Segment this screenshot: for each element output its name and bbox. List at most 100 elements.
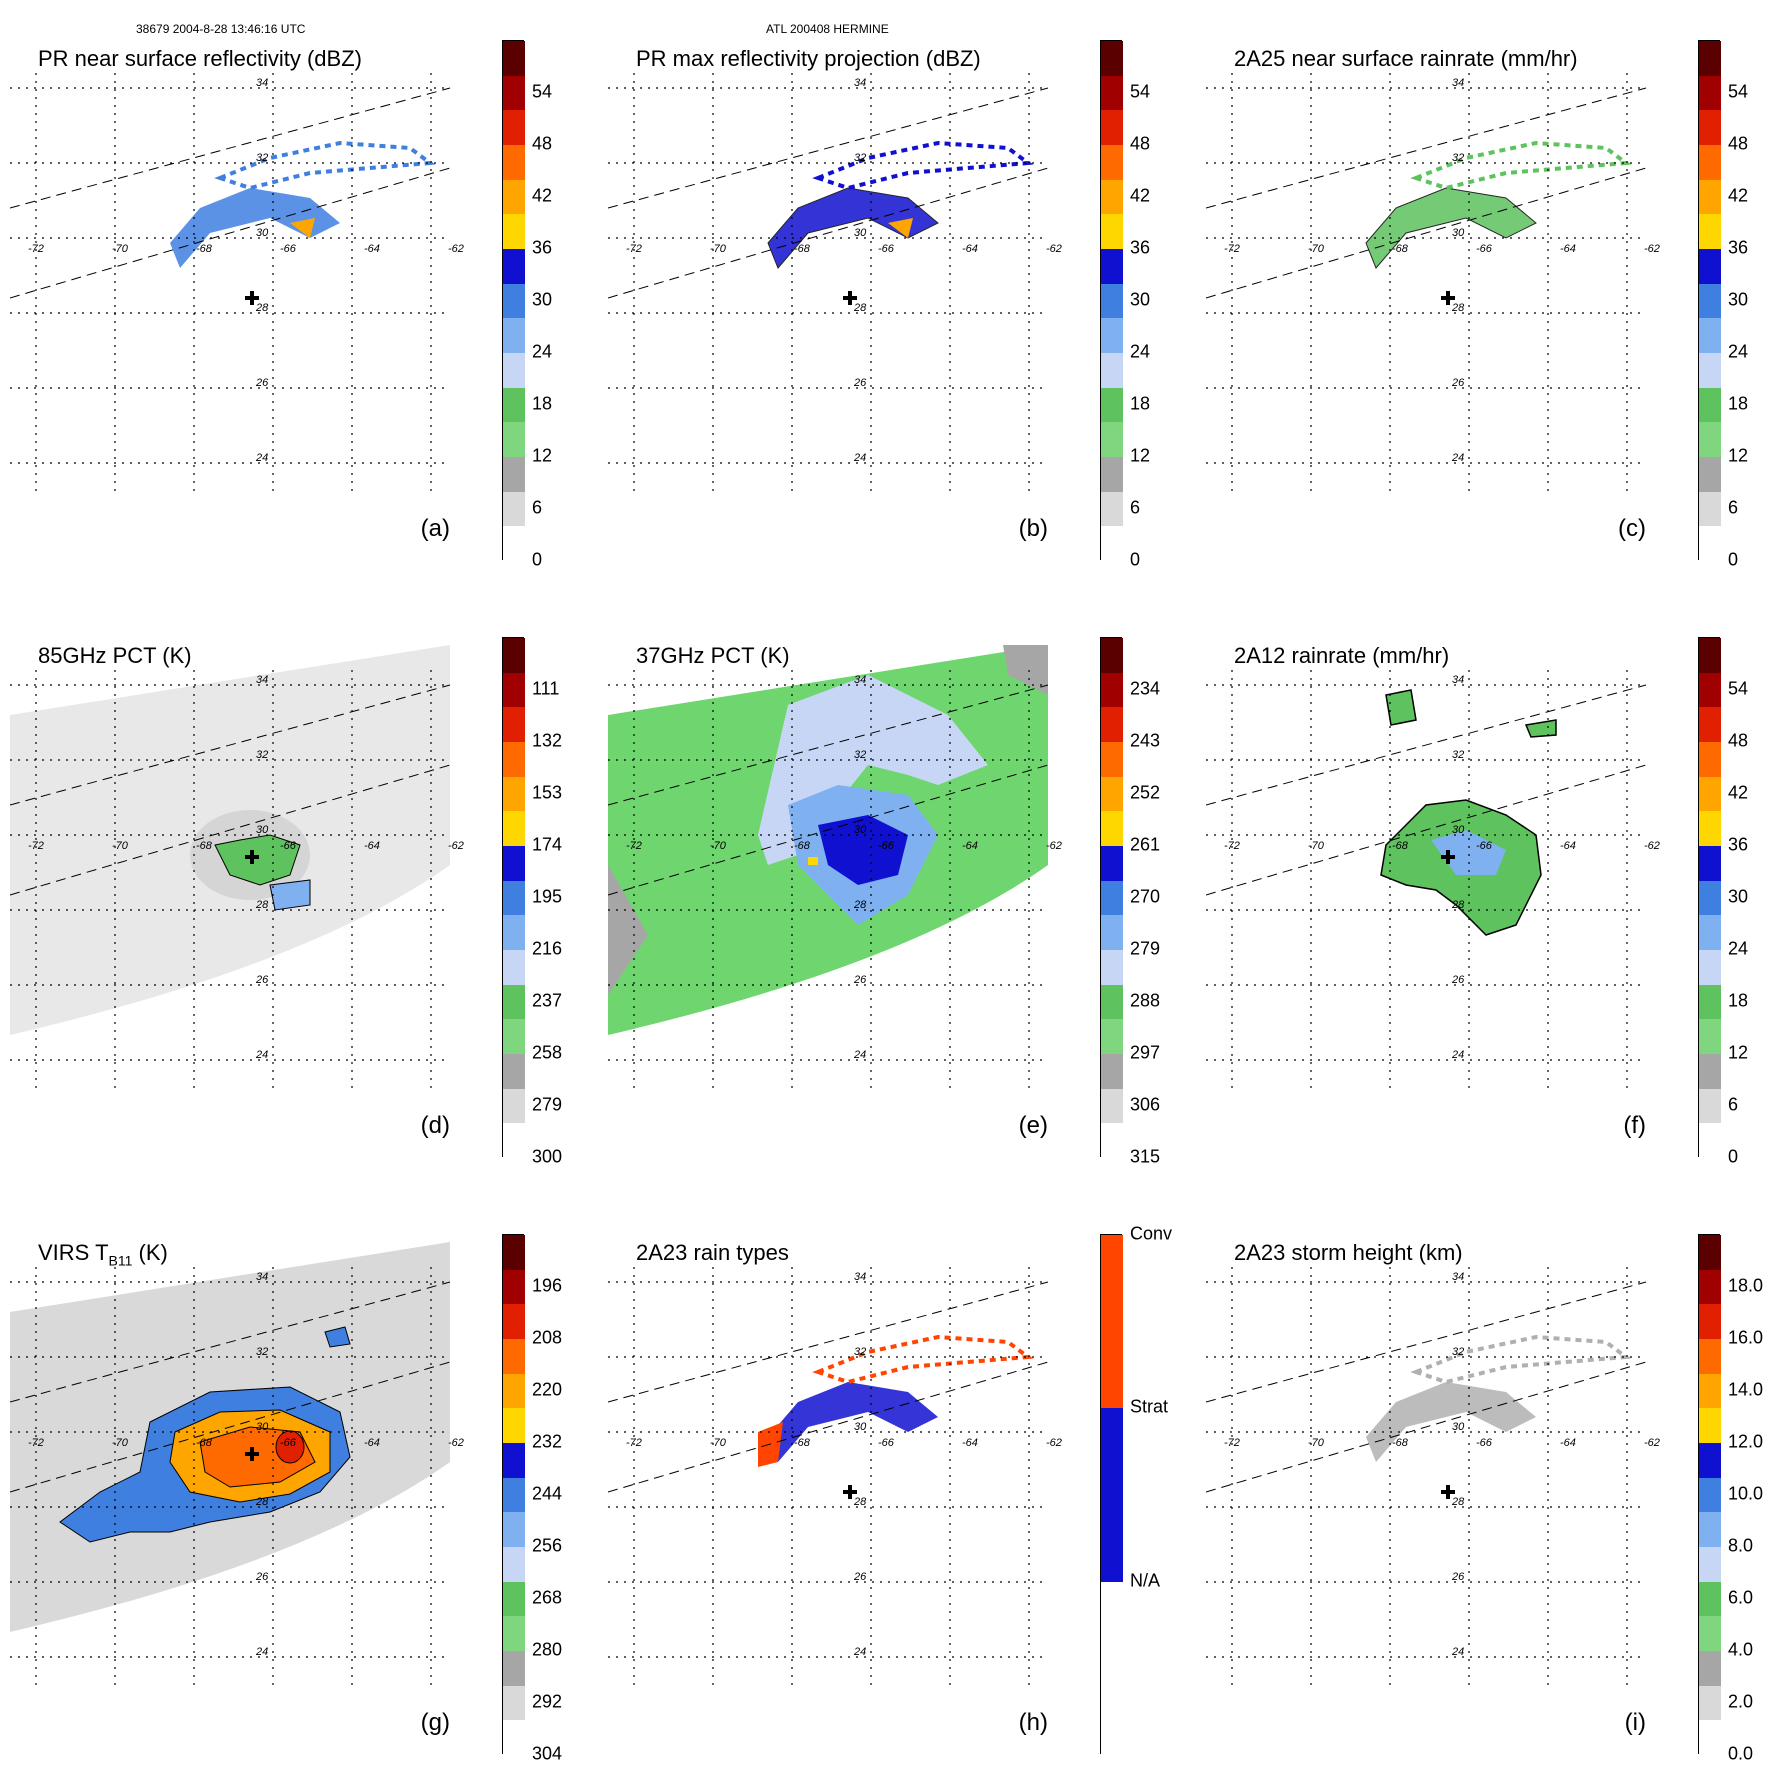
colorbar-tick-label: 30 <box>1728 886 1749 907</box>
lon-label: -64 <box>1560 840 1576 852</box>
colorbar-tick-label: 0 <box>532 549 543 570</box>
colorbar-tick-label: 54 <box>1728 678 1749 699</box>
lat-label: 34 <box>256 674 268 686</box>
lon-label: -66 <box>280 243 297 255</box>
storm-center-marker <box>245 291 259 305</box>
lon-label: -64 <box>1560 1437 1576 1449</box>
colorbar-segment <box>1101 248 1123 284</box>
lat-label: 26 <box>853 377 867 389</box>
colorbar-segment <box>1699 387 1721 423</box>
colorbar-g <box>502 1234 525 1755</box>
lon-label: -64 <box>962 1437 978 1449</box>
colorbar-tick-label: 0 <box>1130 549 1141 570</box>
colorbar-segment <box>1699 672 1721 708</box>
colorbar-tick-label: 280 <box>532 1639 563 1660</box>
map-plot-h: -72 -70 -68 -66 -64 -62 34 32 30 28 26 24 <box>608 1267 1062 1687</box>
lat-label: 34 <box>256 77 268 89</box>
lon-label: -66 <box>878 1437 895 1449</box>
lat-label: 28 <box>1451 1496 1465 1508</box>
lon-label: -72 <box>1224 243 1240 255</box>
colorbar-tick-label: 6 <box>1728 497 1739 518</box>
colorbar-segment <box>1699 491 1721 527</box>
lon-label: -70 <box>1308 243 1325 255</box>
lon-label: -64 <box>1560 243 1576 255</box>
colorbar-segment <box>503 1442 525 1478</box>
lat-label: 24 <box>255 452 268 464</box>
map-plot-a: -72 -70 -68 -66 -64 -62 34 32 30 28 26 24 <box>10 73 464 493</box>
storm-center-marker <box>245 850 259 864</box>
colorbar-segment <box>503 1053 525 1089</box>
colorbar-segment <box>1101 1053 1123 1089</box>
lat-label: 24 <box>1451 1646 1464 1658</box>
lon-label: -68 <box>1392 1437 1409 1449</box>
panel-tag: (g) <box>420 1709 450 1736</box>
colorbar-segment <box>1699 526 1721 561</box>
colorbar-tick-label: 252 <box>1130 782 1161 803</box>
lon-label: -66 <box>280 840 297 852</box>
colorbar-segment <box>1699 456 1721 492</box>
colorbar-tick-label: 10.0 <box>1728 1483 1764 1504</box>
colorbar-tick-label: 16.0 <box>1728 1327 1764 1348</box>
lat-label: 28 <box>853 302 867 314</box>
colorbar-tick-label: 12 <box>1728 445 1749 466</box>
colorbar-segment <box>503 672 525 708</box>
colorbar-tick-label: 36 <box>532 237 553 258</box>
colorbar-segment <box>503 422 525 457</box>
colorbar-tick-label: 315 <box>1130 1146 1161 1167</box>
panel-title: PR max reflectivity projection (dBZ) <box>636 46 981 71</box>
colorbar-b <box>1100 40 1123 561</box>
lat-label: 26 <box>1451 377 1465 389</box>
colorbar-tick-label: Conv <box>1130 1223 1173 1244</box>
colorbar-segment <box>1699 949 1721 985</box>
colorbar-segment <box>503 1304 525 1339</box>
lat-label: 30 <box>256 1421 269 1433</box>
colorbar-segment <box>503 1373 525 1409</box>
panel-tag: (e) <box>1018 1112 1048 1139</box>
colorbar-segment <box>503 387 525 423</box>
colorbar-tick-label: 304 <box>532 1743 563 1764</box>
colorbar-segment <box>1101 984 1123 1020</box>
lon-label: -70 <box>710 1437 727 1449</box>
panel-title: 85GHz PCT (K) <box>38 643 192 668</box>
colorbar-segment <box>1699 214 1721 249</box>
lat-label: 34 <box>854 674 866 686</box>
lat-label: 28 <box>255 1496 269 1508</box>
colorbar-tick-label: 24 <box>1728 341 1749 362</box>
colorbar-segment <box>1699 1546 1721 1582</box>
colorbar-tick-label: 18 <box>532 393 553 414</box>
lon-label: -64 <box>364 1437 380 1449</box>
panel-tag: (i) <box>1624 1709 1646 1736</box>
lon-label: -66 <box>280 1437 297 1449</box>
lat-label: 28 <box>255 302 269 314</box>
colorbar-tick-label: 300 <box>532 1146 563 1167</box>
colorbar-tick-label: 288 <box>1130 990 1161 1011</box>
lon-label: -70 <box>112 243 129 255</box>
lat-label: 34 <box>256 1271 268 1283</box>
colorbar-e <box>1100 637 1123 1158</box>
colorbar-c <box>1698 40 1721 561</box>
map-plot-c: -72 -70 -68 -66 -64 -62 34 32 30 28 26 24 <box>1206 73 1660 493</box>
colorbar-segment <box>1699 1053 1721 1089</box>
colorbar-tick-label: 14.0 <box>1728 1379 1764 1400</box>
lon-label: -66 <box>1476 840 1493 852</box>
colorbar-segment <box>1699 1088 1721 1124</box>
colorbar-tick-label: 208 <box>532 1327 563 1348</box>
colorbar-segment <box>1699 422 1721 457</box>
colorbar-segment <box>1699 1512 1721 1547</box>
lon-label: -66 <box>1476 243 1493 255</box>
colorbar-segment <box>1699 638 1721 673</box>
colorbar-tick-label: 36 <box>1130 237 1151 258</box>
colorbar-segment <box>1699 1616 1721 1651</box>
colorbar-segment <box>1101 672 1123 708</box>
colorbar-segment <box>1699 248 1721 284</box>
lon-label: -70 <box>710 840 727 852</box>
lon-label: -62 <box>448 1437 464 1449</box>
panel-h: -72 -70 -68 -66 -64 -62 34 32 30 28 26 24 2A23 rain … <box>608 1232 1068 1757</box>
colorbar-tick-label: 232 <box>532 1431 563 1452</box>
colorbar-segment <box>1101 638 1123 673</box>
panel-b: -72 -70 -68 -66 -64 -62 34 32 30 28 26 24 PR max ref… <box>608 38 1068 563</box>
lon-label: -72 <box>626 243 642 255</box>
colorbar-tick-label: 8.0 <box>1728 1535 1754 1556</box>
storm-center-marker <box>843 291 857 305</box>
storm-center-marker <box>843 1485 857 1499</box>
